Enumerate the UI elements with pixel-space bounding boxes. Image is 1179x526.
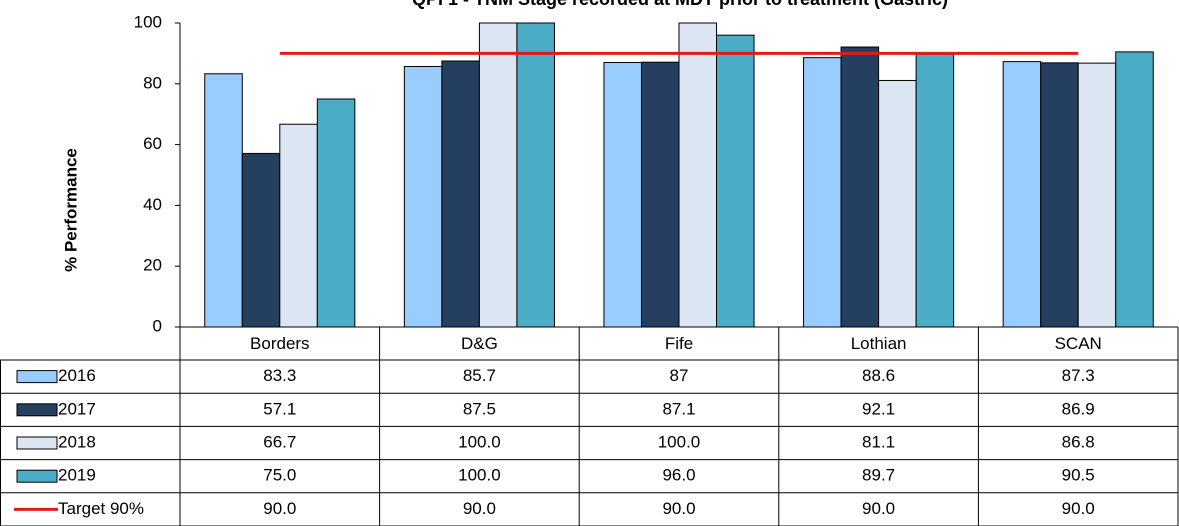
bar xyxy=(878,79,917,328)
table-value: 86.8 xyxy=(1062,432,1095,451)
bar xyxy=(516,22,555,328)
bar xyxy=(803,57,842,328)
table-value: 90.0 xyxy=(263,499,296,518)
legend-label: 2018 xyxy=(58,432,96,451)
bar xyxy=(678,22,718,328)
bar xyxy=(840,46,880,328)
table-value: 87.1 xyxy=(662,399,695,418)
table-value: 89.7 xyxy=(862,466,895,485)
x-tick-label: SCAN xyxy=(1055,334,1102,353)
table-value: 81.1 xyxy=(862,432,895,451)
table-value: 57.1 xyxy=(263,399,296,418)
legend-swatch xyxy=(16,370,58,384)
table-value: 100.0 xyxy=(458,432,501,451)
table-value: 87.3 xyxy=(1062,366,1095,385)
legend-label: Target 90% xyxy=(58,499,144,518)
table-value: 100.0 xyxy=(658,432,701,451)
bar xyxy=(478,22,518,328)
y-axis-label: % Performance xyxy=(61,148,80,272)
table-value: 87 xyxy=(670,366,689,385)
table-value: 90.0 xyxy=(1062,499,1095,518)
legend-swatch xyxy=(16,403,58,417)
bar xyxy=(1077,62,1117,328)
legend-swatch xyxy=(16,469,58,483)
table-value: 85.7 xyxy=(463,366,496,385)
bar xyxy=(279,123,318,328)
x-tick-label: Fife xyxy=(665,334,693,353)
bar xyxy=(716,34,755,328)
table-value: 96.0 xyxy=(662,466,695,485)
table-value: 75.0 xyxy=(263,466,296,485)
legend-swatch xyxy=(16,436,58,450)
bar xyxy=(441,60,480,328)
x-tick-label: Lothian xyxy=(851,334,907,353)
table-value: 90.0 xyxy=(862,499,895,518)
x-tick-label: D&G xyxy=(461,334,498,353)
y-tick-label: 20 xyxy=(143,256,162,275)
bar xyxy=(316,98,356,328)
table-value: 86.9 xyxy=(1062,399,1095,418)
table-value: 83.3 xyxy=(263,366,296,385)
chart-title: QPI 1 - TNM Stage recorded at MDT prior … xyxy=(412,0,948,9)
table-value: 90.5 xyxy=(1062,466,1095,485)
x-tick-label: Borders xyxy=(250,334,310,353)
bar xyxy=(1040,62,1079,328)
bar xyxy=(1115,51,1154,328)
bar xyxy=(603,62,642,328)
table-value: 92.1 xyxy=(862,399,895,418)
bar xyxy=(241,152,281,328)
table-value: 90.0 xyxy=(662,499,695,518)
table-value: 66.7 xyxy=(263,432,296,451)
bar xyxy=(403,65,443,328)
table-value: 88.6 xyxy=(862,366,895,385)
bar xyxy=(1002,61,1042,328)
bar xyxy=(915,53,955,328)
legend-label: 2016 xyxy=(58,366,96,385)
legend-label: 2019 xyxy=(58,466,96,485)
table-value: 100.0 xyxy=(458,466,501,485)
bar xyxy=(640,61,680,328)
legend-label: 2017 xyxy=(58,399,96,418)
table-value: 87.5 xyxy=(463,399,496,418)
table-value: 90.0 xyxy=(463,499,496,518)
y-tick-label: 40 xyxy=(143,195,162,214)
y-tick-label: 0 xyxy=(153,316,162,335)
y-tick-label: 60 xyxy=(143,134,162,153)
y-tick-label: 80 xyxy=(143,73,162,92)
bar xyxy=(204,73,243,328)
y-tick-label: 100 xyxy=(134,12,162,31)
